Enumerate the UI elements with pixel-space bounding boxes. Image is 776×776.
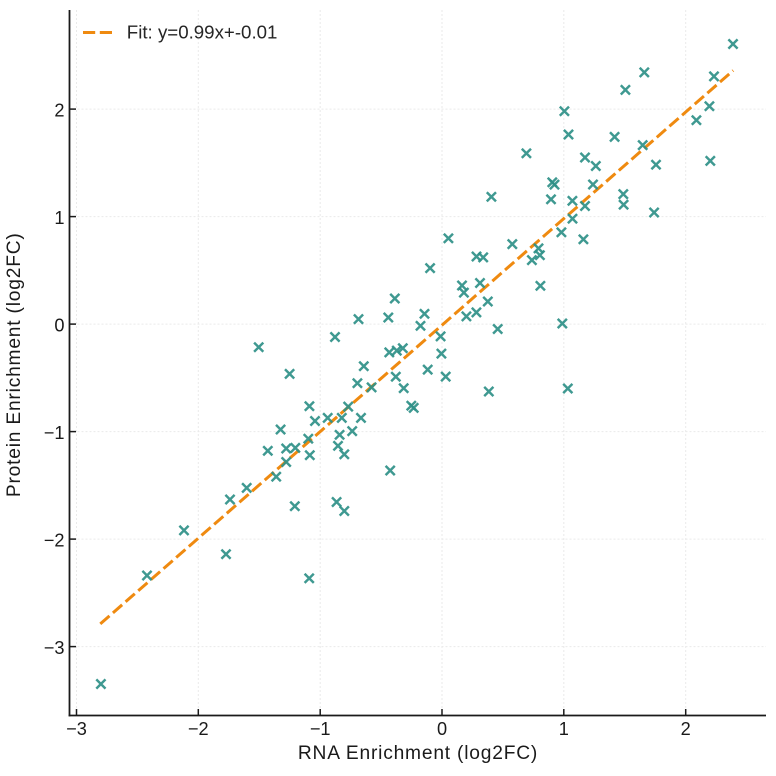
svg-text:−2: −2: [44, 530, 65, 550]
svg-text:1: 1: [54, 208, 64, 228]
svg-text:2: 2: [54, 100, 64, 120]
svg-text:−3: −3: [66, 719, 87, 739]
svg-text:2: 2: [681, 719, 691, 739]
svg-text:RNA Enrichment (log2FC): RNA Enrichment (log2FC): [298, 743, 538, 764]
svg-text:0: 0: [54, 315, 64, 335]
svg-text:Protein Enrichment (log2FC): Protein Enrichment (log2FC): [4, 232, 25, 497]
svg-text:−2: −2: [188, 719, 209, 739]
svg-text:1: 1: [559, 719, 569, 739]
svg-text:−3: −3: [44, 638, 65, 658]
svg-text:0: 0: [437, 719, 447, 739]
svg-text:−1: −1: [310, 719, 331, 739]
svg-text:−1: −1: [44, 423, 65, 443]
svg-text:Fit: y=0.99x+-0.01: Fit: y=0.99x+-0.01: [127, 21, 278, 42]
